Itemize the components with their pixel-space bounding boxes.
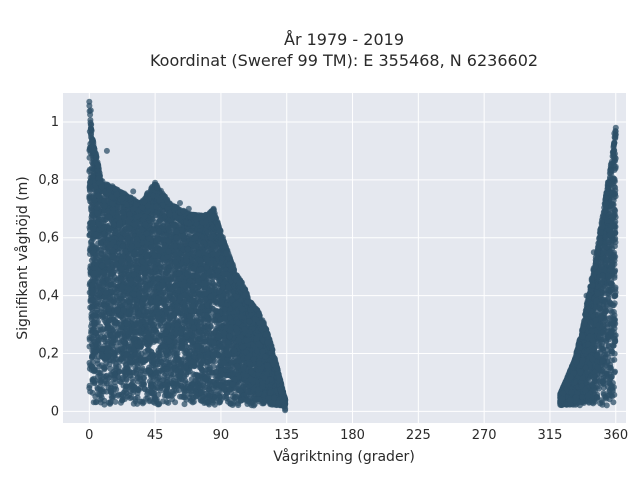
data-point (106, 361, 113, 368)
scatter-points (86, 98, 619, 414)
data-point (94, 303, 101, 310)
data-point (188, 396, 195, 403)
chart-title-line2: Koordinat (Sweref 99 TM): E 355468, N 62… (150, 51, 538, 70)
data-point (158, 359, 165, 366)
data-point (94, 357, 101, 364)
data-point (139, 381, 146, 388)
data-point (181, 401, 188, 408)
chart-title-line1: År 1979 - 2019 (284, 30, 404, 49)
